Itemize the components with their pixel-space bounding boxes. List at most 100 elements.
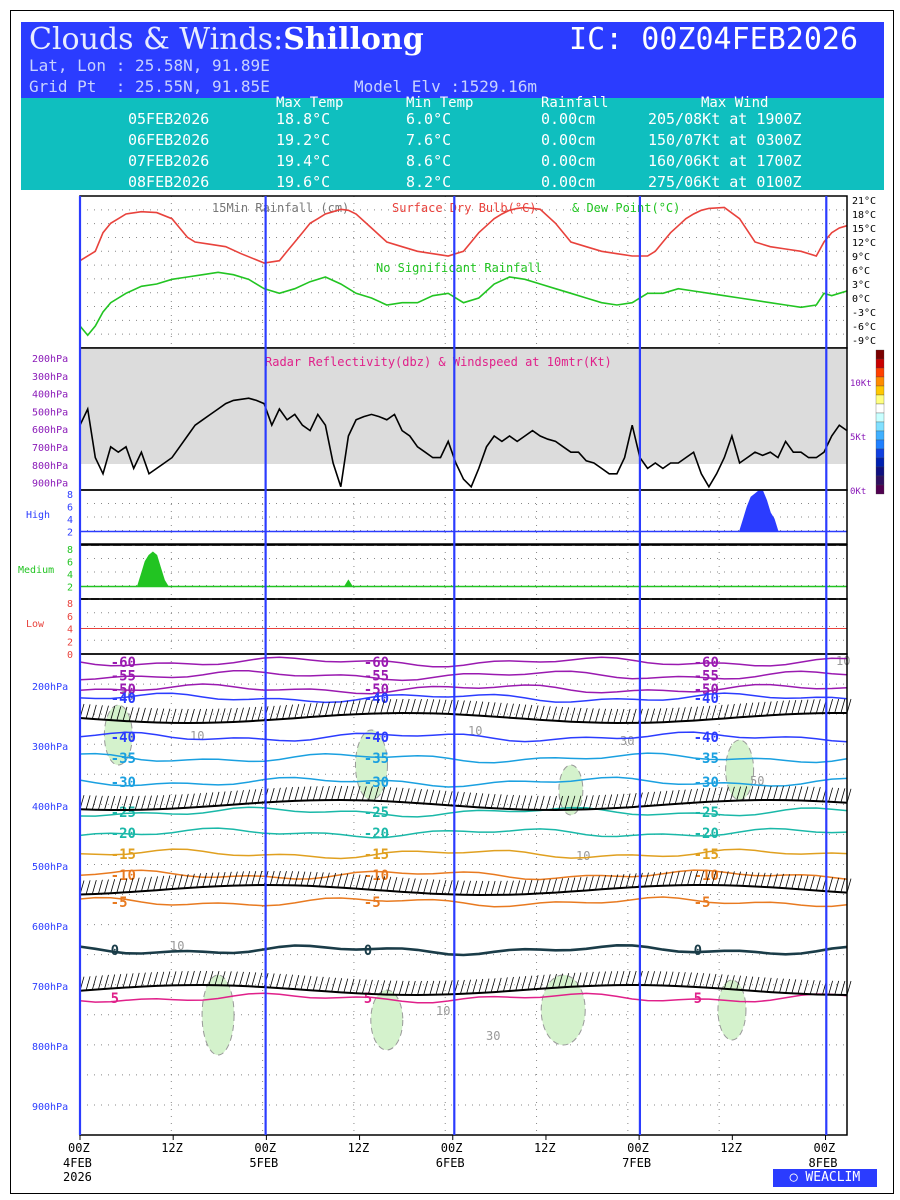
radar-legend: Radar Reflectivity(dbz) & Windspeed at 1… (265, 355, 612, 369)
temperature-contour-label: -55 (111, 669, 136, 685)
colorbar-cell (875, 367, 885, 378)
humidity-region (717, 979, 747, 1041)
humidity-contour-label: 10 (190, 729, 204, 743)
temperature-contour-label: -40 (694, 730, 719, 746)
temperature-contour-label: -30 (694, 775, 719, 791)
temperature-contour-label: -10 (111, 868, 136, 884)
temperature-contour-label: -40 (364, 730, 389, 746)
summary-cell-min: 7.6°C (406, 131, 452, 149)
temperature-contour-label: -35 (364, 751, 389, 767)
summary-cell-rain: 0.00cm (541, 152, 596, 170)
summary-cell-date: 06FEB2026 (128, 131, 210, 149)
temperature-contour-label: -60 (364, 655, 389, 671)
temperature-contour (79, 776, 848, 788)
temp-tick-label: 18°C (852, 210, 876, 221)
temperature-contour-label: -20 (364, 826, 389, 842)
temperature-contour-label: -20 (111, 826, 136, 842)
humidity-contour-label: 30 (620, 734, 634, 748)
cloud-fraction-area-medium (343, 579, 354, 587)
colorbar-cell (875, 457, 885, 468)
colorbar-cell (875, 394, 885, 405)
station-name: Shillong (283, 22, 424, 57)
temperature-contour-label: -55 (364, 669, 389, 685)
dew-point-series (79, 271, 848, 337)
weaclim-logo: ◯ WEACLIM (773, 1169, 877, 1187)
colorbar-cell (875, 403, 885, 414)
radar-pressure-tick: 300hPa (32, 372, 68, 383)
humidity-contour-label: 10 (436, 1004, 450, 1018)
summary-cell-date: 07FEB2026 (128, 152, 210, 170)
temp-tick-label: 3°C (852, 280, 870, 291)
windspeed-series (79, 397, 848, 489)
pressure-tick-label: 600hPa (32, 922, 68, 933)
temperature-contour-label: 0 (111, 943, 119, 959)
temperature-contour (79, 656, 848, 668)
summary-cell-max: 18.8°C (276, 110, 331, 128)
dry-bulb-series (79, 206, 848, 264)
cloud-tick-label: 6 (67, 612, 73, 623)
colorbar-cell (875, 376, 885, 387)
chart-frame (10, 10, 894, 1194)
temperature-contour (79, 869, 848, 881)
temperature-contour-label: 5 (694, 991, 702, 1007)
cloud-tick-label: 8 (67, 545, 73, 556)
colorbar-cell (875, 484, 885, 495)
temp-tick-label: 21°C (852, 196, 876, 207)
pressure-tick-label: 400hPa (32, 802, 68, 813)
cloud-tick-label: 6 (67, 503, 73, 514)
wind-barb-axis (79, 883, 848, 897)
temperature-contour-label: 5 (111, 991, 119, 1007)
x-tick-label: 00Z (254, 1141, 276, 1155)
summary-cell-rain: 0.00cm (541, 131, 596, 149)
radar-pressure-tick: 400hPa (32, 390, 68, 401)
temperature-contour-label: -50 (111, 682, 136, 698)
temperature-contour-label: -40 (111, 730, 136, 746)
cloud-layer-label-high: High (26, 510, 50, 521)
pressure-tick-label: 700hPa (32, 982, 68, 993)
lat-lon: Lat, Lon : 25.58N, 91.89E (29, 56, 270, 75)
humidity-contour-label: 10 (120, 689, 134, 703)
windspeed-tick-label: 5Kt (850, 433, 866, 443)
temperature-contour (79, 670, 848, 682)
summary-header-wind: Max Wind (701, 95, 769, 111)
cloud-fraction-area-high (738, 490, 779, 532)
summary-header-max: Max Temp (276, 95, 344, 111)
cloud-fraction-area-medium (136, 551, 169, 587)
summary-cell-rain: 0.00cm (541, 173, 596, 191)
cloud-tick-label: 4 (67, 570, 73, 581)
x-tick-label: 12Z (534, 1141, 556, 1155)
windspeed-tick-label: 10Kt (850, 379, 872, 389)
legend-rainfall: 15Min Rainfall (cm) (212, 201, 349, 215)
radar-pressure-tick: 700hPa (32, 443, 68, 454)
wind-barbs (79, 785, 852, 811)
colorbar-cell (875, 448, 885, 459)
colorbar-cell (875, 475, 885, 486)
temperature-contour-label: 0 (694, 943, 702, 959)
grid-point: Grid Pt : 25.55N, 91.85E (29, 77, 270, 96)
radar-pressure-tick: 800hPa (32, 461, 68, 472)
pressure-tick-label: 500hPa (32, 862, 68, 873)
cloud-tick-label: 4 (67, 515, 73, 526)
summary-cell-min: 6.0°C (406, 110, 452, 128)
cloud-tick-label: 8 (67, 599, 73, 610)
summary-cell-max: 19.4°C (276, 152, 331, 170)
radar-background (80, 348, 847, 464)
cloud-tick-label: 8 (67, 490, 73, 501)
summary-cell-rain: 0.00cm (541, 110, 596, 128)
temperature-contour-label: -60 (694, 655, 719, 671)
temperature-contour (79, 731, 848, 743)
temperature-contour (79, 752, 848, 764)
temperature-contour-label: -5 (364, 895, 381, 911)
colorbar-cell (875, 349, 885, 360)
temp-tick-label: -9°C (852, 336, 876, 347)
pressure-tick-label: 800hPa (32, 1042, 68, 1053)
temperature-contour-label: -35 (694, 751, 719, 767)
x-date-label: 8FEB (809, 1156, 838, 1170)
temperature-contour (79, 827, 848, 839)
temp-tick-label: 6°C (852, 266, 870, 277)
colorbar-cell (875, 358, 885, 369)
temperature-contour-label: -20 (694, 826, 719, 842)
initial-condition: IC: 00Z04FEB2026 (569, 22, 858, 57)
page-title: Clouds & Winds:Shillong (29, 22, 424, 57)
radar-pressure-tick: 900hPa (32, 479, 68, 490)
